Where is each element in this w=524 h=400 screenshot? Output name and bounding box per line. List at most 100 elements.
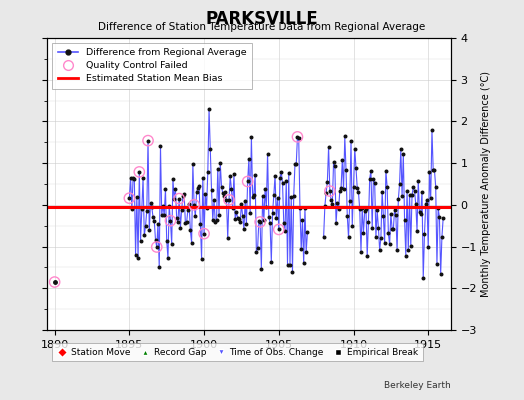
Point (211, 219, 220, 226)
Point (430, 167, 439, 174)
Text: Berkeley Earth: Berkeley Earth (384, 381, 451, 390)
Point (205, 106, 213, 112)
Point (244, 178, 252, 185)
Point (261, 186, 269, 192)
Point (348, 222, 356, 229)
Point (129, 175, 137, 181)
Point (270, 192, 278, 198)
Point (149, 214, 157, 220)
Point (413, 228, 421, 234)
Point (436, 270, 445, 277)
Point (347, 138, 355, 144)
Point (196, 220, 204, 227)
Point (136, 238, 145, 244)
Point (212, 217, 221, 224)
Point (174, 219, 182, 226)
Point (296, 204, 304, 211)
Point (406, 192, 414, 198)
Point (198, 256, 206, 262)
Point (226, 173, 234, 180)
Point (374, 225, 383, 231)
Point (379, 213, 388, 219)
Point (169, 176, 177, 183)
Point (231, 216, 239, 222)
Point (132, 252, 140, 258)
Point (248, 193, 257, 200)
Point (255, 218, 263, 224)
Point (154, 220, 162, 227)
Point (156, 143, 165, 149)
Point (388, 226, 396, 232)
Point (272, 215, 280, 222)
Point (201, 191, 210, 198)
Point (192, 189, 201, 196)
Point (125, 195, 134, 201)
Point (222, 197, 231, 204)
Point (221, 189, 230, 196)
Point (357, 248, 365, 255)
Point (266, 220, 274, 226)
Point (247, 134, 256, 140)
Point (341, 133, 349, 140)
Point (418, 188, 426, 195)
Point (417, 210, 425, 217)
Point (244, 178, 252, 185)
Point (424, 244, 432, 251)
Point (160, 212, 168, 218)
Point (190, 202, 198, 208)
Point (158, 212, 166, 218)
Point (431, 183, 440, 190)
Point (399, 151, 408, 157)
Point (246, 210, 254, 216)
Point (194, 184, 202, 191)
Point (159, 202, 167, 209)
Point (340, 186, 348, 192)
Point (439, 215, 447, 222)
Point (125, 195, 134, 201)
Point (268, 210, 277, 216)
Point (236, 219, 244, 225)
Point (254, 245, 262, 252)
Point (264, 150, 272, 157)
Point (206, 146, 214, 152)
Point (290, 192, 298, 199)
Point (235, 216, 243, 223)
Point (265, 213, 273, 220)
Point (166, 218, 174, 224)
Point (438, 234, 446, 240)
Point (389, 226, 398, 232)
Point (285, 170, 293, 176)
Point (242, 220, 250, 227)
Point (144, 138, 152, 144)
Point (303, 229, 312, 236)
Point (342, 167, 350, 174)
Point (139, 175, 147, 181)
Point (302, 249, 310, 255)
Point (372, 234, 380, 240)
Point (162, 238, 171, 244)
Point (256, 219, 264, 225)
Point (366, 175, 374, 182)
Point (398, 193, 406, 199)
Point (176, 225, 184, 231)
Point (414, 178, 422, 184)
Point (407, 243, 415, 249)
Point (321, 203, 329, 209)
Point (368, 225, 376, 231)
Point (148, 204, 156, 210)
Text: PARKSVILLE: PARKSVILLE (205, 10, 319, 28)
Point (358, 205, 366, 211)
Point (144, 138, 152, 144)
Point (133, 194, 141, 200)
Point (186, 227, 194, 234)
Point (281, 228, 289, 234)
Point (356, 206, 364, 213)
Point (214, 165, 222, 172)
Point (327, 197, 335, 204)
Point (384, 230, 392, 236)
Point (134, 255, 142, 262)
Point (171, 186, 180, 193)
Point (293, 134, 302, 140)
Point (182, 219, 191, 225)
Point (275, 226, 283, 233)
